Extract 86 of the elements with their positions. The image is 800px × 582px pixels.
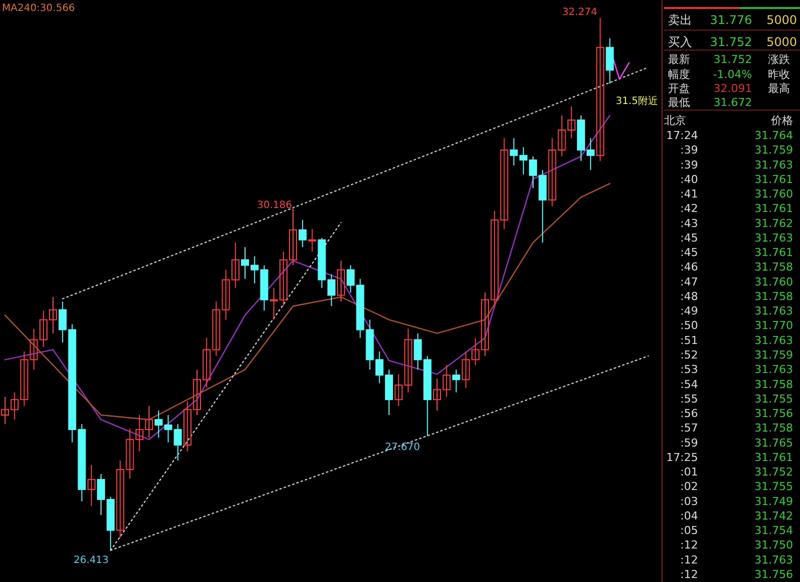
text: 31.752 xyxy=(710,35,752,49)
text: :45 xyxy=(680,231,698,244)
text: 买入 xyxy=(668,35,692,49)
text: :57 xyxy=(680,422,698,435)
text: :39 xyxy=(680,144,698,157)
text: :48 xyxy=(680,290,698,303)
text: 31.761 xyxy=(754,202,793,216)
text: 31.763 xyxy=(754,231,793,244)
text: :56 xyxy=(680,407,698,420)
text: 31.770 xyxy=(754,319,793,332)
text: :39 xyxy=(680,158,698,172)
text: -1.04% xyxy=(713,68,752,81)
text: 31.758 xyxy=(754,422,793,435)
text: :41 xyxy=(680,188,698,201)
text: 31.760 xyxy=(754,275,793,288)
text: 31.758 xyxy=(754,260,793,274)
text: :55 xyxy=(680,392,698,406)
text: 开盘 xyxy=(668,82,690,95)
text: 昨收 xyxy=(768,68,790,81)
text: :02 xyxy=(680,480,698,494)
text: 31.749 xyxy=(754,494,793,508)
text: 31.764 xyxy=(754,129,793,142)
text: 最低 xyxy=(668,96,690,109)
text: 31.765 xyxy=(754,436,793,450)
text: 31.763 xyxy=(754,363,793,376)
text: 31.761 xyxy=(754,246,793,260)
text: :52 xyxy=(680,348,698,362)
text: 31.763 xyxy=(754,158,793,172)
text: :51 xyxy=(680,334,698,347)
text: 17:25 xyxy=(666,450,698,464)
text: 5000 xyxy=(766,35,797,49)
text: :49 xyxy=(680,304,698,318)
text: MA240:30.566 xyxy=(2,3,75,14)
text: :43 xyxy=(680,216,698,230)
text: 31.763 xyxy=(754,334,793,347)
text: 北京 xyxy=(664,114,686,127)
text: 31.756 xyxy=(754,407,793,420)
text: 31.754 xyxy=(754,524,793,538)
text: 卖出 xyxy=(668,13,692,27)
text: 31.756 xyxy=(754,568,793,581)
text: :47 xyxy=(680,275,698,288)
text: :59 xyxy=(680,436,698,450)
text: 31.761 xyxy=(754,172,793,186)
text: :46 xyxy=(680,260,698,274)
text: 31.742 xyxy=(754,509,793,522)
text: :53 xyxy=(680,363,698,376)
text: :12 xyxy=(680,568,698,581)
annotation: 30.186 xyxy=(257,200,292,211)
text: 31.776 xyxy=(710,13,752,27)
text: 31.758 xyxy=(754,290,793,303)
text: :40 xyxy=(680,172,698,186)
text: :50 xyxy=(680,319,698,332)
text: 31.755 xyxy=(754,480,793,494)
text: :54 xyxy=(680,378,698,391)
text: :12 xyxy=(680,538,698,552)
text: 31.763 xyxy=(754,553,793,566)
text: 31.762 xyxy=(754,216,793,230)
text: 31.672 xyxy=(714,96,752,109)
text: 31.755 xyxy=(754,392,793,406)
text: :05 xyxy=(680,524,698,538)
text: 最新 xyxy=(668,53,690,66)
text: 幅度 xyxy=(668,68,690,81)
text: 31.750 xyxy=(754,538,793,552)
annotation: 32.274 xyxy=(562,7,598,18)
text: 26.413 xyxy=(74,555,109,566)
text: :01 xyxy=(680,466,698,479)
text: :12 xyxy=(680,553,698,566)
text: 31.761 xyxy=(754,450,793,464)
text: 价格 xyxy=(770,114,793,127)
text: :04 xyxy=(680,509,698,522)
text: 31.758 xyxy=(754,378,793,391)
text: 31.752 xyxy=(714,53,752,66)
text: :42 xyxy=(680,202,698,216)
text: :45 xyxy=(680,246,698,260)
text: 32.091 xyxy=(714,82,752,95)
annotation: 31.5附近 xyxy=(616,95,658,107)
text: 31.760 xyxy=(754,188,793,201)
text: :03 xyxy=(680,494,698,508)
text: 31.759 xyxy=(754,144,793,157)
text: 17:24 xyxy=(666,129,698,142)
text: 5000 xyxy=(766,13,797,27)
text: 31.752 xyxy=(754,466,793,479)
text: 31.759 xyxy=(754,348,793,362)
text: 涨跌 xyxy=(768,53,790,66)
text: 31.763 xyxy=(754,304,793,318)
text: 最高 xyxy=(768,82,790,95)
